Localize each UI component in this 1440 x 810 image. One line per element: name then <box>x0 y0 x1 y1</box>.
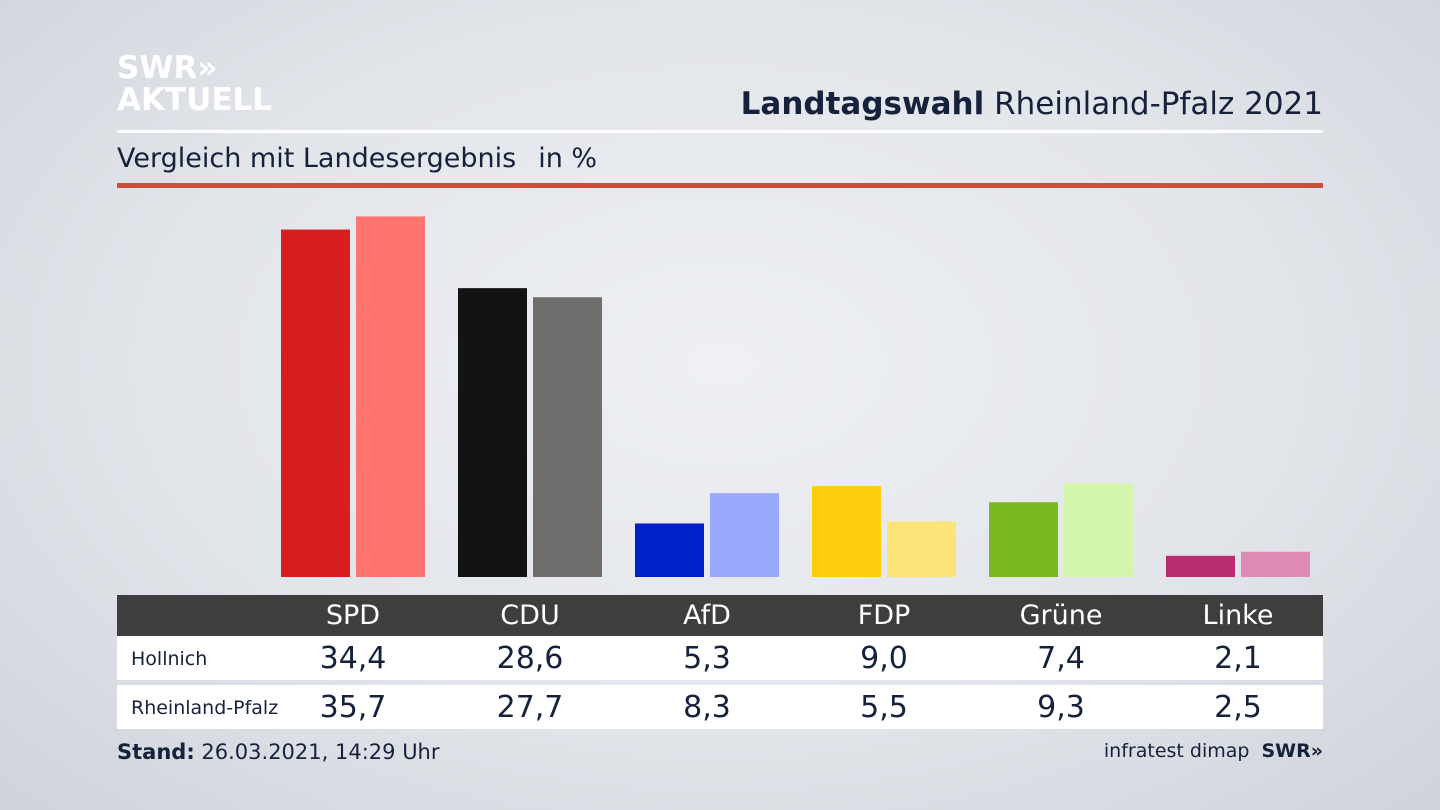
title-rest: Rheinland-Pfalz 2021 <box>994 86 1323 122</box>
bar-cdu-series-1 <box>458 288 527 577</box>
results-table: SPD CDU AfD FDP Grüne Linke Hollnich 34,… <box>117 595 1323 729</box>
timestamp: Stand: 26.03.2021, 14:29 Uhr <box>117 740 440 764</box>
bar-cdu-series-2 <box>533 297 602 577</box>
row-label: Hollnich <box>131 648 208 670</box>
accent-rule <box>117 183 1323 188</box>
bar-chart <box>281 216 1310 577</box>
logo-line-swr: SWR» <box>117 50 218 86</box>
table-cell: 2,5 <box>1214 690 1262 725</box>
table-cell: 2,1 <box>1214 641 1262 676</box>
logo-line-aktuell: AKTUELL <box>117 82 273 118</box>
table-row: Hollnich 34,4 28,6 5,3 9,0 7,4 2,1 <box>117 636 1323 680</box>
table-cell: 9,0 <box>860 641 908 676</box>
bar-fdp-series-2 <box>887 521 956 577</box>
header-spd: SPD <box>325 600 381 631</box>
subtitle-text: Vergleich mit Landesergebnis <box>117 143 517 174</box>
unit-label: in % <box>538 143 598 174</box>
bar-gruene-series-2 <box>1064 483 1133 577</box>
table-cell: 7,4 <box>1037 641 1085 676</box>
stand-label: Stand: <box>117 740 195 764</box>
title-bold: Landtagswahl <box>740 86 985 122</box>
bar-spd-series-2 <box>356 216 425 577</box>
header-gruene: Grüne <box>1019 600 1103 631</box>
header-cdu: CDU <box>500 600 560 631</box>
source-text: infratest dimap <box>1103 740 1250 762</box>
swr-source-logo: SWR» <box>1261 740 1323 762</box>
table-row: Rheinland-Pfalz 35,7 27,7 8,3 5,5 9,3 2,… <box>117 685 1323 729</box>
bar-gruene-series-1 <box>989 502 1058 577</box>
bar-afd-series-2 <box>710 493 779 577</box>
chart-subtitle: Vergleich mit Landesergebnis in % <box>117 143 597 174</box>
table-cell: 27,7 <box>496 690 564 725</box>
stand-value: 26.03.2021, 14:29 Uhr <box>201 740 440 764</box>
table-cell: 28,6 <box>496 641 564 676</box>
source-credit: infratest dimap SWR» <box>1104 740 1323 762</box>
page-title: Landtagswahl Rheinland-Pfalz 2021 <box>741 86 1323 122</box>
header-fdp: FDP <box>857 600 911 631</box>
table-cell: 5,3 <box>683 641 731 676</box>
header-afd: AfD <box>683 600 731 631</box>
table-header: SPD CDU AfD FDP Grüne Linke <box>117 595 1323 636</box>
bar-afd-series-1 <box>635 523 704 577</box>
table-cell: 8,3 <box>683 690 731 725</box>
bar-spd-series-1 <box>281 229 350 577</box>
table-cell: 5,5 <box>860 690 908 725</box>
bar-linke-series-2 <box>1241 551 1310 577</box>
bar-linke-series-1 <box>1166 555 1235 577</box>
row-label: Rheinland-Pfalz <box>131 697 279 719</box>
table-cell: 35,7 <box>319 690 387 725</box>
bar-fdp-series-1 <box>812 486 881 577</box>
header-linke: Linke <box>1202 600 1274 631</box>
header-divider <box>117 130 1323 133</box>
table-cell: 9,3 <box>1037 690 1085 725</box>
swr-aktuell-logo: SWR» AKTUELL <box>117 52 277 120</box>
table-cell: 34,4 <box>319 641 387 676</box>
